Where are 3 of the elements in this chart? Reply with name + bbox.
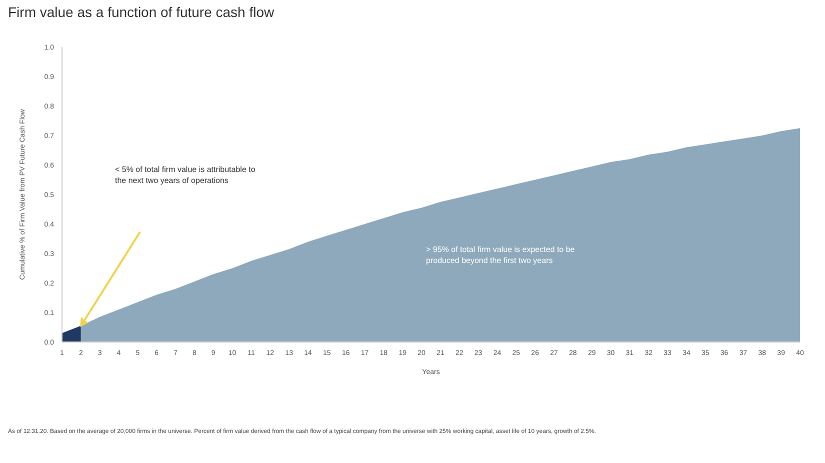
annotation: < 5% of total firm value is attributable to the next two years of operations — [115, 164, 256, 186]
chart-title: Firm value as a function of future cash flow — [8, 4, 274, 20]
annotation: > 95% of total firm value is expected to be produced beyond the first two years — [426, 244, 576, 266]
